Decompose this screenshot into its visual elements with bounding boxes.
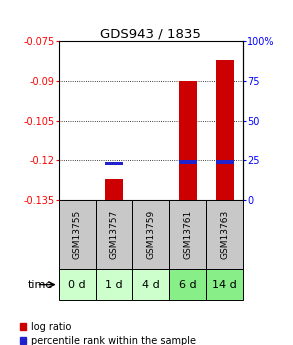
Bar <box>169 269 206 300</box>
Text: 14 d: 14 d <box>212 280 237 289</box>
Text: 4 d: 4 d <box>142 280 160 289</box>
Text: 1 d: 1 d <box>105 280 123 289</box>
Bar <box>105 179 123 200</box>
Bar <box>105 162 123 165</box>
Text: 0 d: 0 d <box>68 280 86 289</box>
Legend: log ratio, percentile rank within the sample: log ratio, percentile rank within the sa… <box>20 322 196 345</box>
Bar <box>59 269 96 300</box>
Bar <box>179 160 197 164</box>
Text: GSM13757: GSM13757 <box>110 210 118 259</box>
Bar <box>179 81 197 200</box>
Text: 6 d: 6 d <box>179 280 197 289</box>
Text: GSM13761: GSM13761 <box>183 210 192 259</box>
Bar <box>169 200 206 269</box>
Bar <box>215 160 234 164</box>
Bar <box>59 200 96 269</box>
Text: time: time <box>28 280 53 289</box>
Text: GSM13755: GSM13755 <box>73 210 81 259</box>
Bar <box>206 269 243 300</box>
Bar <box>206 200 243 269</box>
Bar <box>132 269 169 300</box>
Bar <box>215 60 234 200</box>
Bar <box>96 269 132 300</box>
Text: GSM13759: GSM13759 <box>146 210 155 259</box>
Bar <box>96 200 132 269</box>
Title: GDS943 / 1835: GDS943 / 1835 <box>100 27 201 40</box>
Bar <box>132 200 169 269</box>
Text: GSM13763: GSM13763 <box>220 210 229 259</box>
